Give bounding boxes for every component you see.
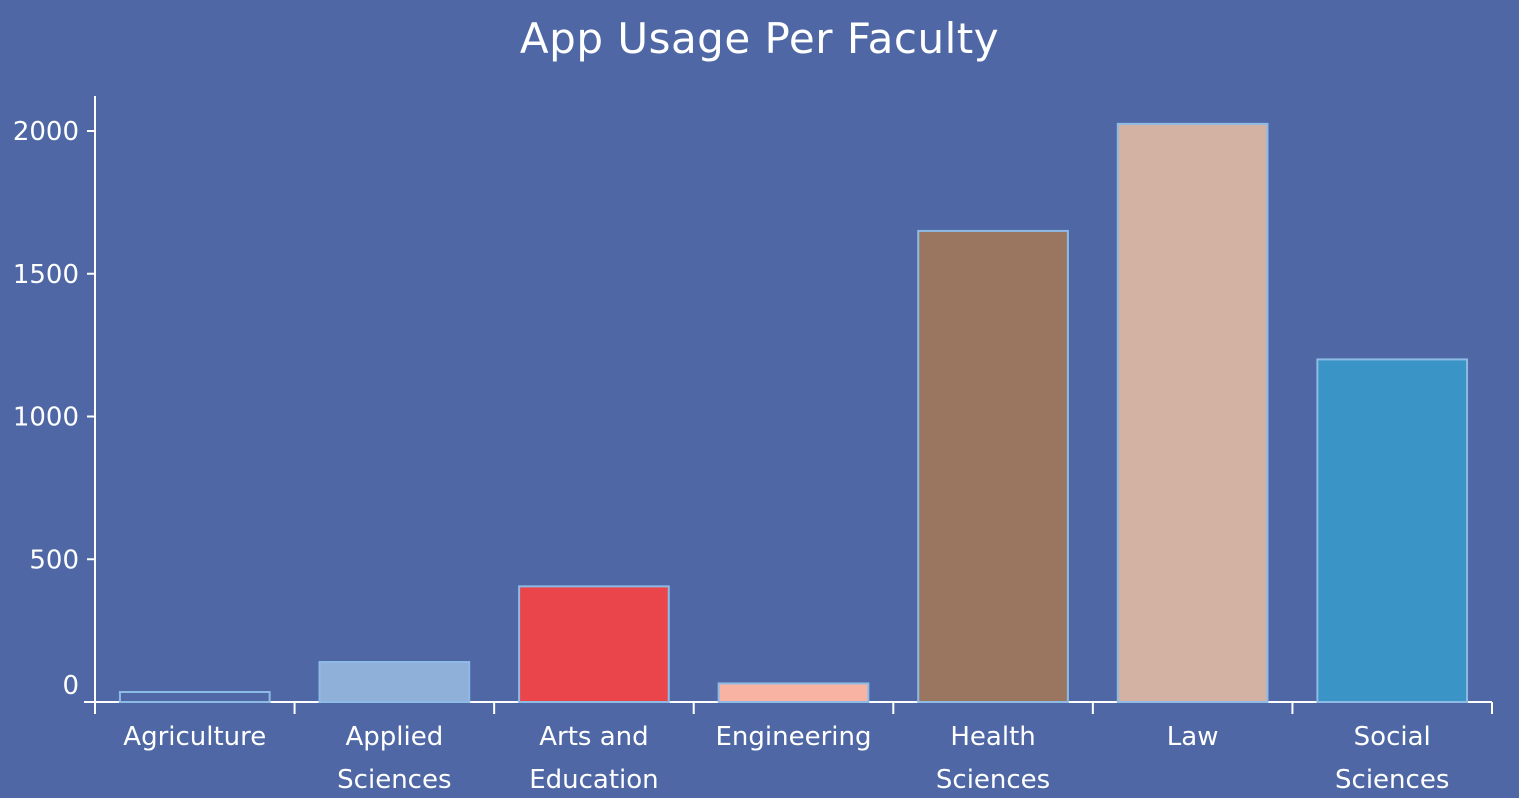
x-tick-label: Applied — [345, 722, 443, 752]
bar — [118, 691, 271, 704]
chart-title: App Usage Per Faculty — [519, 14, 1000, 63]
bar — [1116, 122, 1269, 704]
bar — [917, 229, 1069, 704]
x-tick-label: Agriculture — [123, 722, 266, 752]
x-tick-label: Arts and — [539, 722, 648, 752]
bar — [518, 585, 670, 703]
x-tick-label: Health — [950, 722, 1035, 752]
y-tick-label: 1000 — [13, 403, 79, 433]
y-tick-label: 2000 — [13, 117, 79, 147]
x-tick-label: Social — [1354, 722, 1431, 752]
y-tick-label: 0 — [62, 671, 79, 701]
x-tick-label: Engineering — [716, 722, 872, 752]
x-tick-label: Education — [529, 765, 658, 795]
bar — [1316, 358, 1469, 703]
x-tick-label: Sciences — [337, 765, 451, 795]
bar — [717, 682, 870, 704]
y-tick-label: 500 — [29, 545, 79, 575]
x-tick-label: Sciences — [1335, 765, 1449, 795]
x-tick-label: Law — [1167, 722, 1219, 752]
y-tick-label: 1500 — [13, 260, 79, 290]
x-tick-label: Sciences — [936, 765, 1050, 795]
bar — [318, 661, 471, 704]
